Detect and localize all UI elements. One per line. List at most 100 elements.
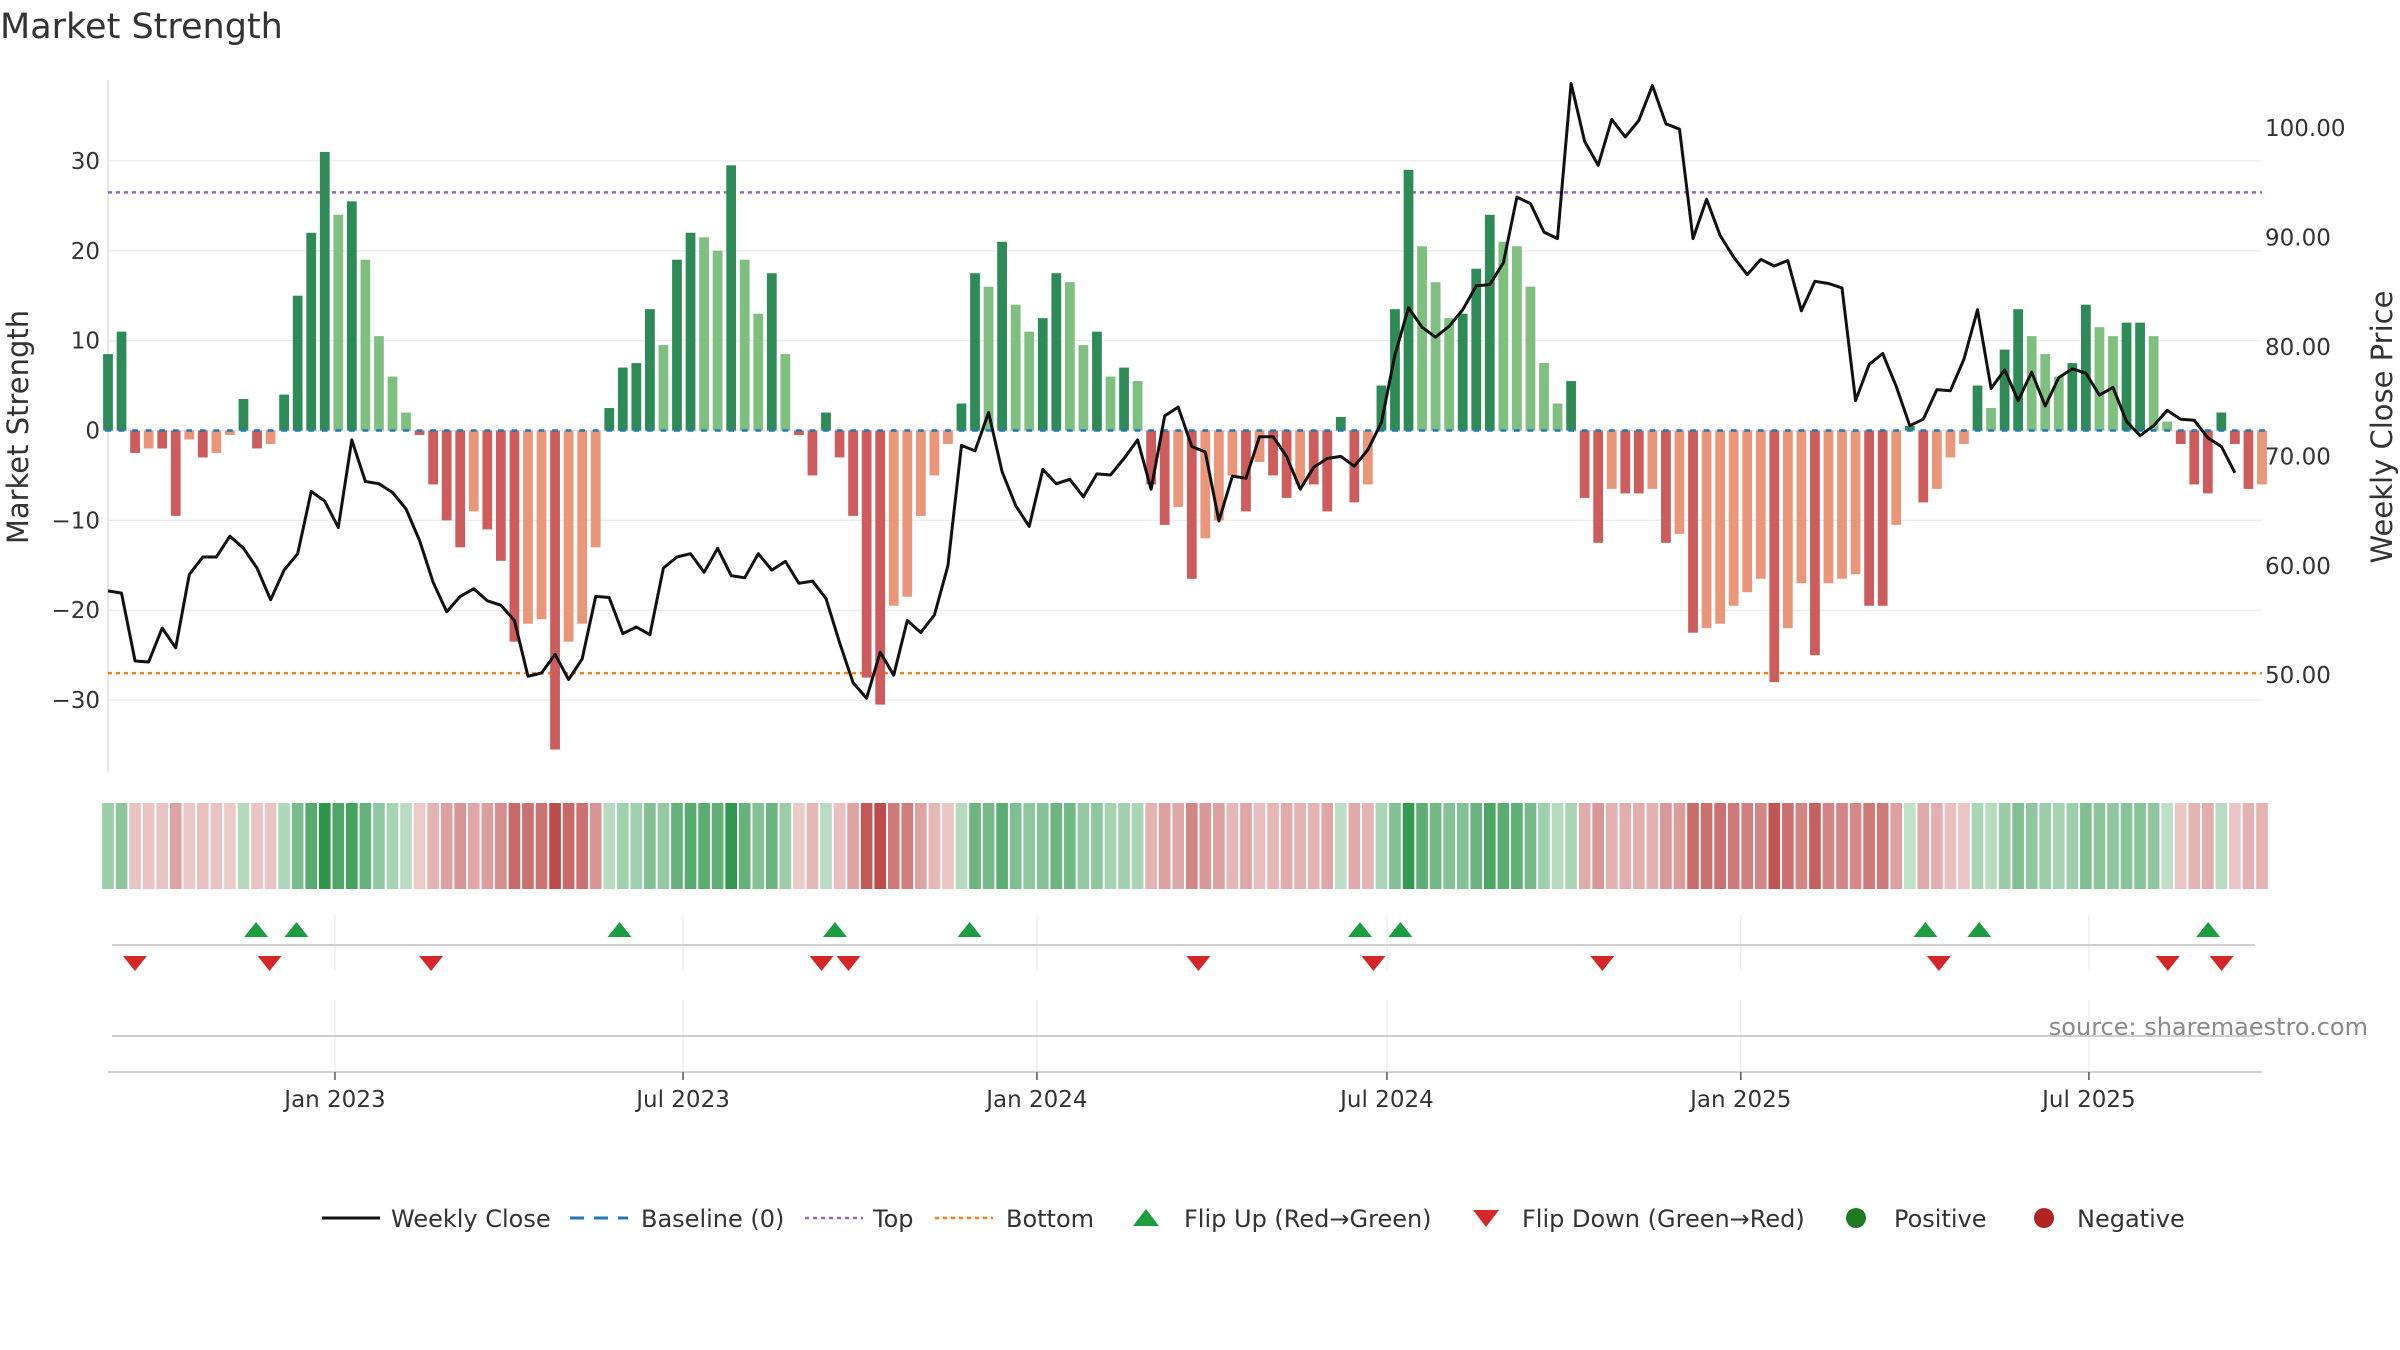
strength-bar [1254, 430, 1265, 462]
strength-bar [1823, 430, 1834, 584]
strength-bar [1051, 273, 1062, 431]
heat-cell [2025, 803, 2038, 889]
flip-down-marker [122, 956, 147, 971]
strength-bar [2175, 430, 2186, 444]
strength-bar [1715, 430, 1725, 624]
strength-bar [861, 430, 872, 678]
heat-cell [332, 803, 345, 889]
y-tick-label: −20 [51, 598, 100, 624]
heat-cell [1727, 803, 1740, 889]
strength-bar [834, 430, 845, 458]
strength-bar [2162, 421, 2173, 431]
strength-bar [1078, 345, 1089, 431]
strength-bar [2135, 322, 2145, 431]
heat-cell [115, 803, 128, 889]
strength-bar [1186, 430, 1197, 579]
heat-cell [576, 803, 588, 889]
flip-up-marker [284, 922, 309, 937]
strength-bar [888, 430, 899, 606]
heat-cell [955, 803, 968, 889]
heat-cell [169, 803, 182, 889]
strength-bar [401, 412, 411, 431]
heat-cell [1741, 803, 1754, 889]
strength-bar [563, 430, 574, 642]
strength-bar [2026, 336, 2037, 431]
strength-bar [1295, 430, 1306, 485]
strength-bar [157, 430, 168, 449]
heat-cell [481, 803, 494, 889]
strength-bar [929, 430, 940, 476]
strength-bar [1092, 331, 1102, 431]
strength-bar [360, 259, 371, 431]
heat-cell [1091, 803, 1103, 889]
heat-cell [1131, 803, 1144, 889]
heat-cell [1985, 803, 1997, 889]
strength-bar [1769, 430, 1780, 683]
strength-bar [225, 430, 235, 435]
heat-cell [969, 803, 981, 889]
heat-cell [711, 803, 724, 889]
heat-cell [508, 803, 521, 889]
heat-cell [1646, 803, 1659, 889]
heat-cell [359, 803, 372, 889]
y2-tick-label: 70.00 [2265, 444, 2331, 470]
strength-bar [1972, 385, 1983, 431]
heat-cell [2080, 803, 2092, 889]
strength-bar [1945, 430, 1956, 458]
strength-bar [414, 430, 425, 435]
heat-cell [1280, 803, 1293, 889]
strength-bar [2189, 430, 2200, 485]
strength-bar [794, 430, 804, 435]
strength-bar [1430, 282, 1441, 431]
strength-bar [645, 309, 655, 431]
strength-bar [1037, 318, 1048, 431]
y2-axis-ticks: 100.00 90.00 80.00 70.00 60.00 50.00 [2265, 116, 2345, 689]
heat-cell [1958, 803, 1970, 889]
heat-cell [1863, 803, 1875, 889]
heat-cell [1267, 803, 1279, 889]
heat-cell [210, 803, 223, 889]
strength-bar [509, 430, 520, 642]
strength-bar [387, 376, 398, 431]
heat-cell [1538, 803, 1550, 889]
x-tick-label: Jul 2024 [1338, 1087, 1434, 1113]
heat-cell [427, 803, 439, 889]
legend-label: Flip Down (Green→Red) [1522, 1205, 1805, 1233]
heat-cell [2229, 803, 2241, 889]
strength-bar [1132, 381, 1143, 431]
heat-cell [1294, 803, 1306, 889]
flip-down-marker [257, 956, 282, 971]
legend-label: Weekly Close [391, 1205, 551, 1233]
heat-cell [793, 803, 805, 889]
flip-down-marker [836, 956, 861, 971]
strength-bar [1986, 408, 1996, 431]
strength-bar [116, 331, 127, 431]
x-tick-label: Jan 2025 [1688, 1087, 1791, 1113]
heat-cell [1429, 803, 1442, 889]
y2-tick-label: 80.00 [2265, 335, 2331, 361]
strength-bar [875, 430, 886, 705]
flip-up-marker [957, 922, 982, 937]
heat-cell [1619, 803, 1632, 889]
heat-cell [1483, 803, 1496, 889]
strength-bar [495, 430, 506, 561]
strength-bar [1999, 349, 2010, 431]
strength-bar [1173, 430, 1184, 507]
heat-cell [2052, 803, 2065, 889]
source-note: source: sharemaestro.com [2049, 1013, 2368, 1041]
heat-cell [224, 803, 236, 889]
strength-bar [346, 201, 357, 431]
strength-bar [997, 241, 1007, 431]
flip-up-marker [2196, 922, 2221, 937]
strength-bar [1864, 430, 1875, 606]
y-tick-label: 10 [71, 329, 100, 355]
strength-bar [1403, 169, 1414, 431]
heat-cell [603, 803, 616, 889]
strength-bar [1593, 430, 1604, 543]
strength-bar [1241, 430, 1251, 512]
heat-cell [1673, 803, 1686, 889]
heat-cell [1836, 803, 1848, 889]
strength-bar [1213, 430, 1224, 521]
strength-bar [170, 430, 181, 516]
strength-bar [1457, 313, 1468, 431]
